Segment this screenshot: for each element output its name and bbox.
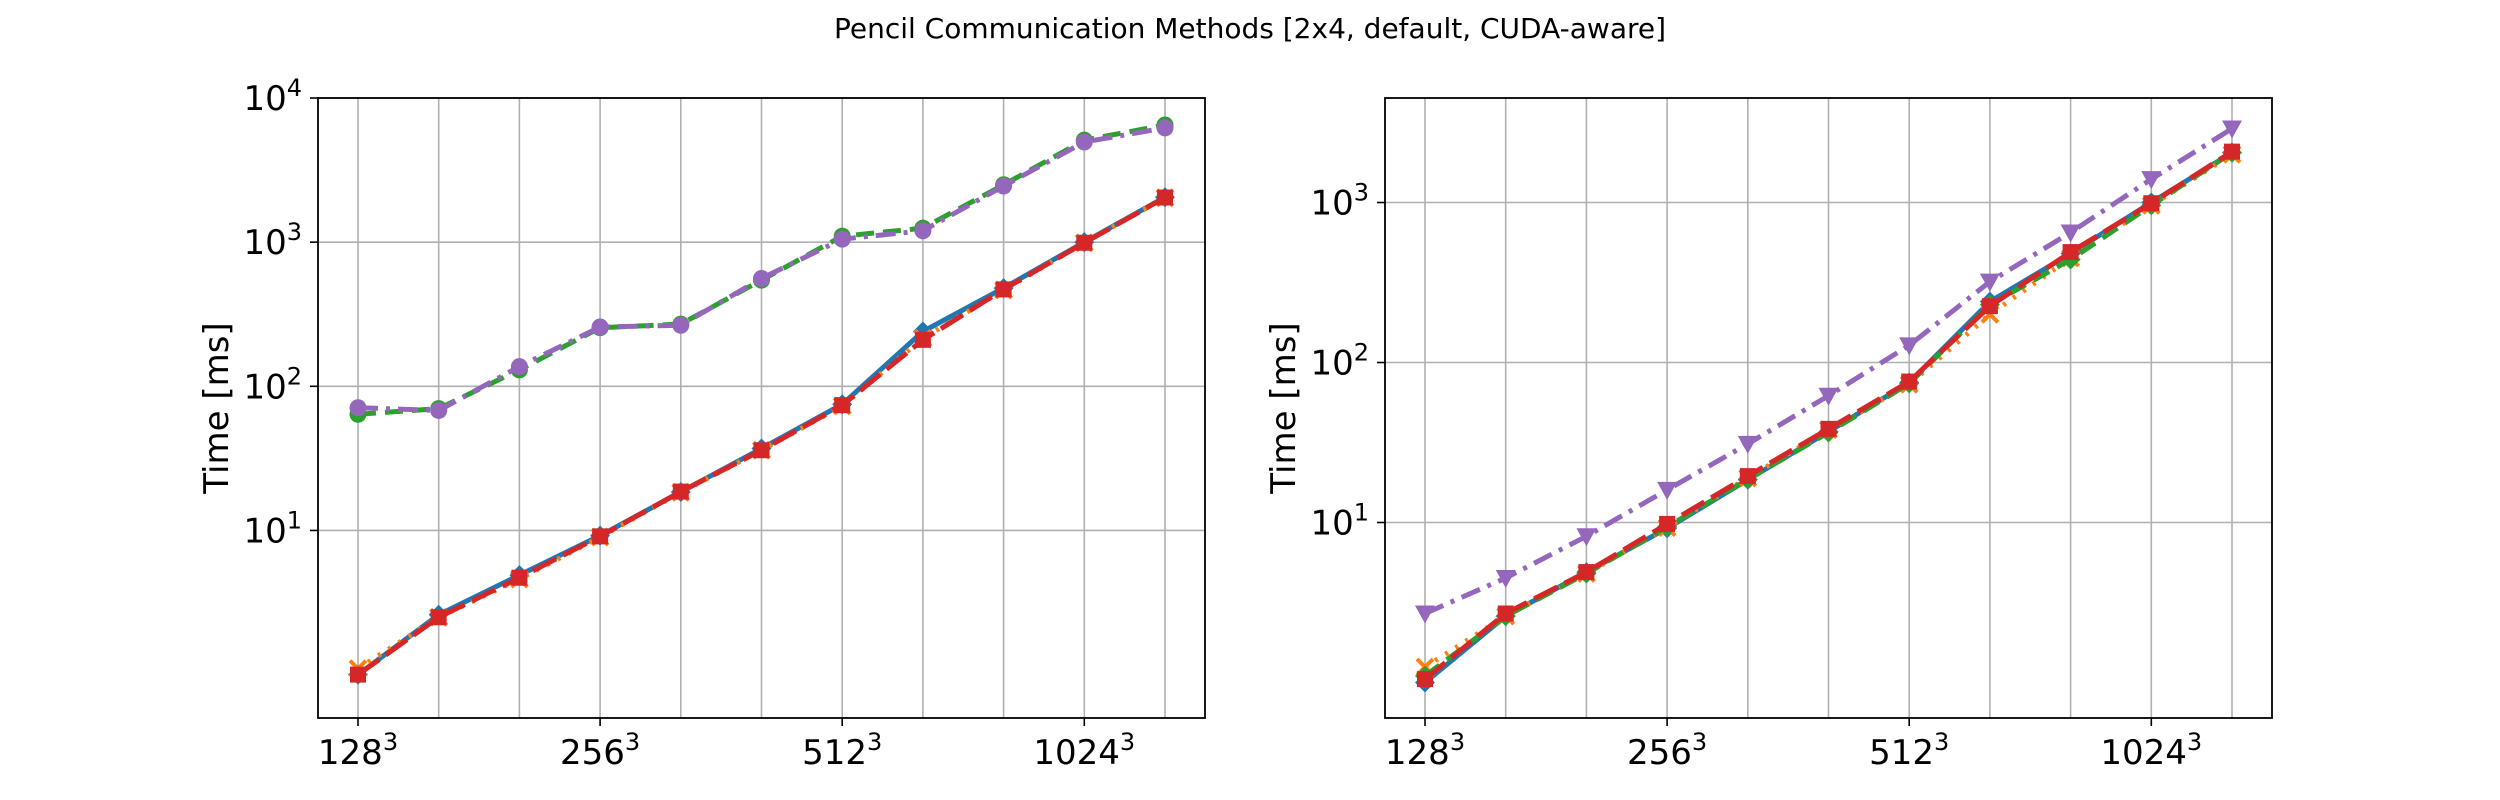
series-4-point [753,269,770,287]
series-5-point [511,569,528,586]
y-tick-label: 103 [1310,179,1369,224]
axes-frame [317,97,1206,719]
x-tick-label: 10243 [2100,728,2202,773]
series-4-point [1415,605,1435,624]
y-tick-label: 102 [243,362,302,407]
series-5-point [1076,234,1093,251]
series-4-line [357,125,1166,413]
series-5-point [2224,143,2240,160]
figure-title: Pencil Communication Methods [2x4, defau… [834,12,1666,45]
series-4-point [349,399,367,417]
series-5-point [1820,420,1837,437]
series-5-point [753,442,770,459]
series-5-point [430,609,447,626]
series-4-point [1818,387,1839,406]
series-4-point [833,230,851,248]
series-5-point [1739,468,1756,485]
series-4-point [1899,337,1920,356]
series-5-point [1901,373,1918,390]
series-4-point [510,358,528,376]
series-5-point [350,666,366,683]
series-4-point [1495,569,1516,588]
series-5-point [995,281,1012,298]
x-tick-label: 5123 [1869,728,1949,773]
series-4-point [1156,119,1174,137]
series-4-point [2141,171,2162,190]
series-5-point [1578,564,1595,581]
series-5-point [834,397,851,414]
y-tick-label: 101 [243,506,302,551]
x-tick-label: 1283 [1385,728,1465,773]
left-plot: 101 102 103 104 1283 2563 5123 10243 Time [ms] [197,74,1206,773]
series-4-point [914,222,932,240]
series-5-point [592,528,609,545]
y-axis-label: Time [ms] [1264,322,1304,494]
series-5-point [1981,298,1998,315]
series-4-point [430,401,448,419]
series-4-point [1657,481,1678,500]
y-tick-label: 104 [243,74,302,119]
series-4-point [672,316,690,334]
series-4-point [2222,120,2242,139]
y-axis-label: Time [ms] [197,322,237,494]
series-4-point [1576,528,1597,547]
series-5-point [1417,671,1433,688]
series-4-point [1737,435,1758,454]
series-4-point [995,177,1013,195]
series-4-point [1075,133,1093,151]
x-tick-label: 5123 [802,728,882,773]
series-5-point [672,483,689,500]
series-5-point [2062,244,2079,261]
y-tick-label: 103 [243,218,302,263]
x-tick-label: 2563 [560,728,640,773]
x-tick-label: 10243 [1033,728,1135,773]
series-4-point [2060,224,2081,243]
series-4-point [591,318,609,336]
series-5-point [1157,189,1173,206]
series-5-point [2143,195,2160,212]
y-tick-label: 102 [1310,339,1369,384]
y-tick-label: 101 [1310,499,1369,544]
axes-frame [1384,97,2273,719]
right-plot: 101 102 103 1283 2563 5123 10243 Time [ms] [1264,97,2273,773]
x-tick-label: 2563 [1627,728,1707,773]
series-4-point [1979,273,2000,292]
series-5-point [914,331,931,348]
series-5-point [1659,515,1676,532]
series-5-point [1497,605,1514,622]
x-tick-label: 1283 [318,728,398,773]
